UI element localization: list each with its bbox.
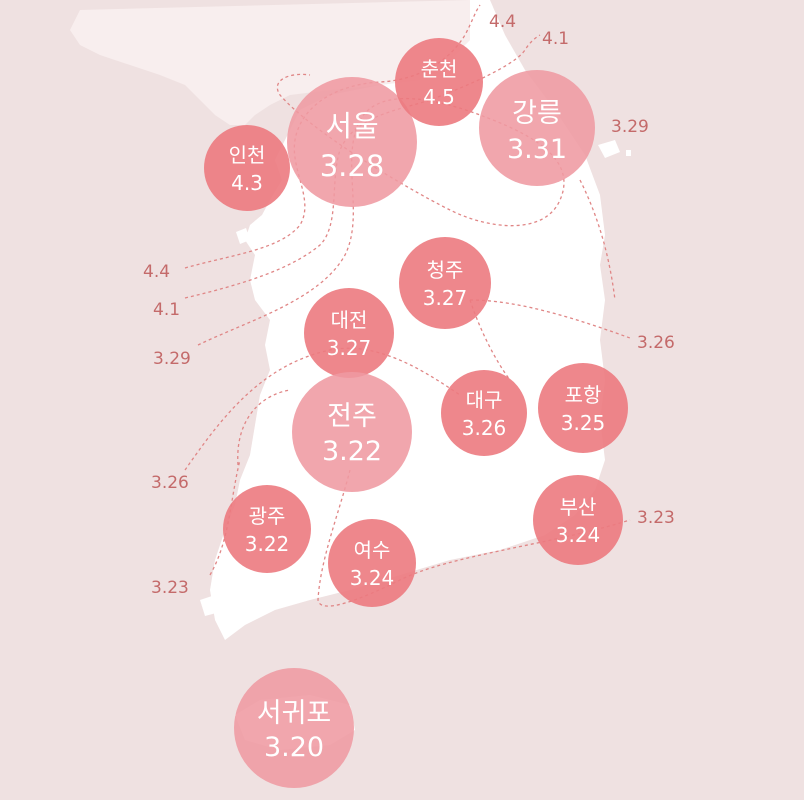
contour-line-41: [184, 34, 541, 299]
city-bubble-daegu: 대구 3.26: [441, 370, 527, 456]
city-name: 강릉: [512, 98, 562, 129]
bubble-circle: [304, 288, 394, 378]
bubble-circle: [533, 475, 623, 565]
contour-label: 3.23: [151, 578, 189, 598]
city-value: 3.27: [327, 336, 372, 360]
city-bubble-gangneung: 강릉 3.31: [479, 70, 595, 186]
city-value: 4.5: [423, 85, 455, 109]
city-bubble-seogwipo: 서귀포 3.20: [234, 668, 354, 788]
bubble-circle: [287, 77, 417, 207]
city-value: 3.24: [556, 523, 601, 547]
city-value: 3.22: [322, 436, 382, 467]
city-name: 서울: [325, 109, 378, 143]
contour-line-329-south: [579, 179, 616, 301]
bubble-circle: [538, 363, 628, 453]
contour-label: 3.26: [637, 333, 675, 353]
city-value: 3.28: [320, 149, 385, 183]
city-bubble-busan: 부산 3.24: [533, 475, 623, 565]
bubble-circle: [441, 370, 527, 456]
city-name: 서귀포: [257, 698, 332, 729]
north-land: [70, 0, 470, 125]
city-value: 3.27: [423, 286, 468, 310]
city-bubbles: 서울 3.28 인천 4.3 춘천 4.5 강릉 3.31 청주 3.27 대전…: [204, 38, 628, 788]
contour-labels: 4.4 4.1 3.29 4.4 4.1 3.29 3.26 3.26 3.23…: [143, 12, 675, 598]
city-value: 3.20: [264, 732, 324, 763]
city-bubble-incheon: 인천 4.3: [204, 125, 290, 211]
city-bubble-pohang: 포항 3.25: [538, 363, 628, 453]
contour-line-323: [209, 459, 631, 607]
contour-label: 3.29: [611, 117, 649, 137]
bubble-circle: [328, 519, 416, 607]
city-bubble-jeonju: 전주 3.22: [292, 372, 412, 492]
bubble-circle: [395, 38, 483, 126]
city-value: 3.31: [507, 134, 567, 165]
contour-label: 4.4: [143, 262, 170, 282]
city-bubble-gwangju: 광주 3.22: [223, 485, 311, 573]
city-name: 포항: [565, 383, 602, 407]
city-value: 3.22: [245, 532, 290, 556]
city-value: 3.25: [561, 411, 606, 435]
contour-label: 3.26: [151, 473, 189, 493]
bubble-circle: [292, 372, 412, 492]
city-name: 춘천: [421, 57, 458, 81]
city-name: 인천: [229, 143, 266, 167]
contour-label: 3.23: [637, 508, 675, 528]
contour-label: 4.4: [489, 12, 516, 32]
city-value: 4.3: [231, 171, 263, 195]
city-bubble-seoul: 서울 3.28: [287, 77, 417, 207]
city-bubble-cheongju: 청주 3.27: [399, 237, 491, 329]
contour-label: 3.29: [153, 349, 191, 369]
island-dokdo: [626, 150, 631, 156]
bubble-circle: [223, 485, 311, 573]
city-name: 부산: [560, 495, 597, 519]
bubble-circle: [234, 668, 354, 788]
city-name: 여수: [354, 538, 391, 562]
contour-line-329: [197, 73, 565, 346]
island-southwest: [200, 595, 220, 616]
city-bubble-yeosu: 여수 3.24: [328, 519, 416, 607]
contour-label: 4.1: [542, 29, 569, 49]
city-name: 광주: [249, 504, 286, 528]
bubble-circle: [204, 125, 290, 211]
contour-label: 4.1: [153, 300, 180, 320]
city-bubble-chuncheon: 춘천 4.5: [395, 38, 483, 126]
island-west-1: [236, 228, 250, 244]
contour-line-326-west: [237, 389, 291, 466]
city-name: 대전: [331, 308, 368, 332]
city-value: 3.24: [350, 566, 395, 590]
city-bubble-daejeon: 대전 3.27: [304, 288, 394, 378]
bubble-circle: [479, 70, 595, 186]
city-name: 대구: [466, 388, 503, 412]
island-ulleung: [598, 140, 620, 158]
city-name: 청주: [427, 258, 464, 282]
city-name: 전주: [327, 401, 377, 432]
city-value: 3.26: [462, 416, 507, 440]
bubble-circle: [399, 237, 491, 329]
